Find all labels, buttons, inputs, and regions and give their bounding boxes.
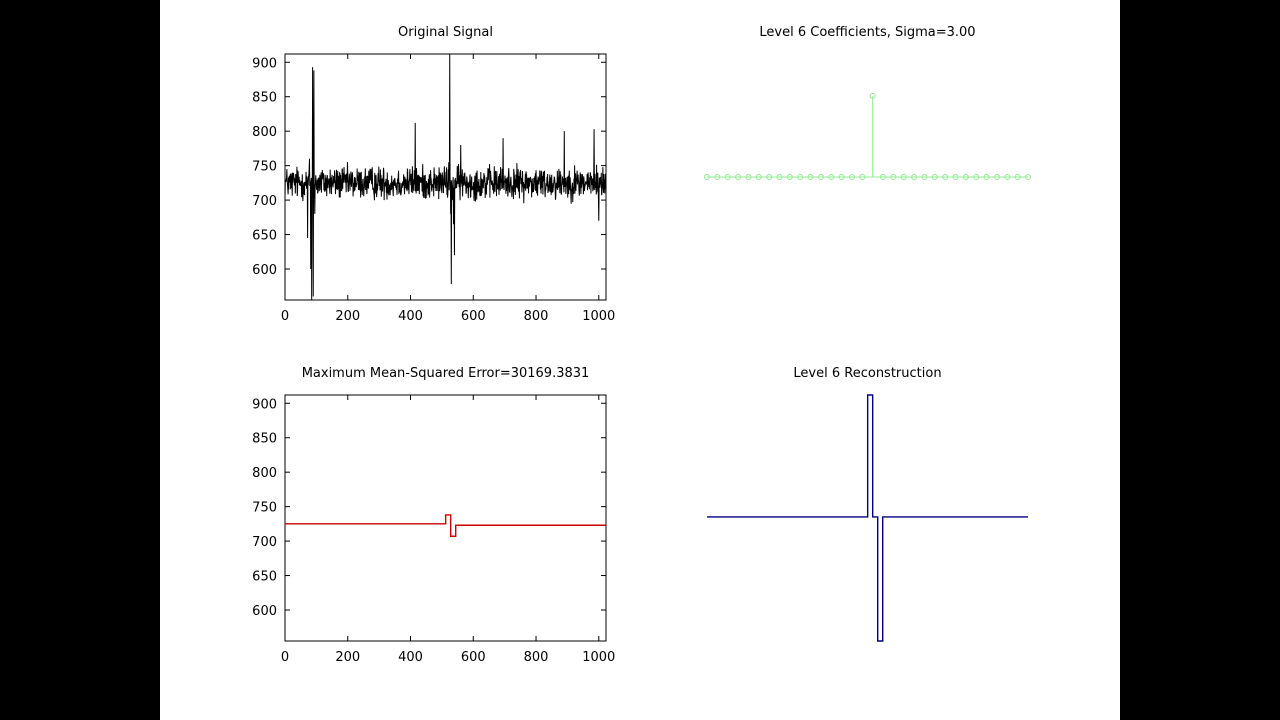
y-tick-label: 750 [252,160,277,175]
stem-marker [745,174,752,180]
x-tick-label: 0 [281,309,289,324]
y-tick-label: 900 [252,397,277,412]
figure-canvas: Original Signal 0 200 400 600 800 1000 600 650 70… [252,25,1031,665]
y-tick-label: 850 [252,91,277,106]
stem-marker [900,174,907,180]
stem-marker [931,174,938,180]
stem-marker [952,174,959,180]
figure: Original Signal 0 200 400 600 800 1000 600 650 70… [160,0,1120,720]
x-tick-label: 800 [524,309,549,324]
y-tick-label: 650 [252,570,277,585]
x-tick-label: 200 [335,650,360,665]
stem-marker [766,174,773,180]
x-tick-label: 1000 [582,309,615,324]
y-tick-label: 850 [252,432,277,447]
stem-marker [786,174,793,180]
stem-marker [1004,174,1011,180]
stem-marker [962,174,969,180]
stem-marker [880,174,887,180]
stem-marker [828,174,835,180]
y-tick-label: 650 [252,229,277,244]
stem-marker [1025,174,1031,180]
y-tick-label: 600 [252,604,277,619]
stem-marker [1014,174,1021,180]
error-panel: Maximum Mean-Squared Error=30169.3831 0 20… [252,366,615,665]
y-tick-label: 700 [252,194,277,209]
stem-marker [869,92,876,99]
stem-marker [797,174,804,180]
reconstruction-panel: Level 6 Reconstruction [707,366,1028,642]
original-series-line [284,53,607,301]
stem-marker [993,174,1000,180]
stem-marker [714,174,721,180]
error-axes-frame [284,394,607,642]
stem-marker [983,174,990,180]
stem-marker [973,174,980,180]
x-tick-label: 800 [524,650,549,665]
stem-marker [807,174,814,180]
stem-marker [776,174,783,180]
coefficients-panel: Level 6 Coefficients, Sigma=3.00 [704,25,1031,180]
original-panel: Original Signal 0 200 400 600 800 1000 600 650 70… [252,25,615,324]
x-tick-label: 600 [461,650,486,665]
y-tick-label: 800 [252,466,277,481]
y-tick-label: 750 [252,501,277,516]
x-tick-label: 1000 [582,650,615,665]
stem-marker [724,174,731,180]
y-tick-label: 700 [252,535,277,550]
error-title: Maximum Mean-Squared Error=30169.3831 [302,366,590,381]
coefficients-title: Level 6 Coefficients, Sigma=3.00 [759,25,975,40]
y-tick-label: 800 [252,125,277,140]
x-tick-label: 200 [335,309,360,324]
stem-marker [704,174,710,180]
original-title: Original Signal [398,25,493,40]
reconstruction-series-line [707,394,1028,642]
stem-marker [838,174,845,180]
error-series-line [285,514,606,537]
x-tick-label: 0 [281,650,289,665]
stem-marker [859,174,866,180]
stem-marker [817,174,824,180]
x-tick-label: 400 [398,309,423,324]
stem-marker [890,174,897,180]
stem-marker [911,174,918,180]
reconstruction-title: Level 6 Reconstruction [793,366,941,381]
stem-marker [942,174,949,180]
stem-marker [755,174,762,180]
stem-marker [848,174,855,180]
y-tick-label: 900 [252,56,277,71]
y-tick-label: 600 [252,263,277,278]
stem-marker [921,174,928,180]
stem-marker [735,174,742,180]
x-tick-label: 600 [461,309,486,324]
x-tick-label: 400 [398,650,423,665]
